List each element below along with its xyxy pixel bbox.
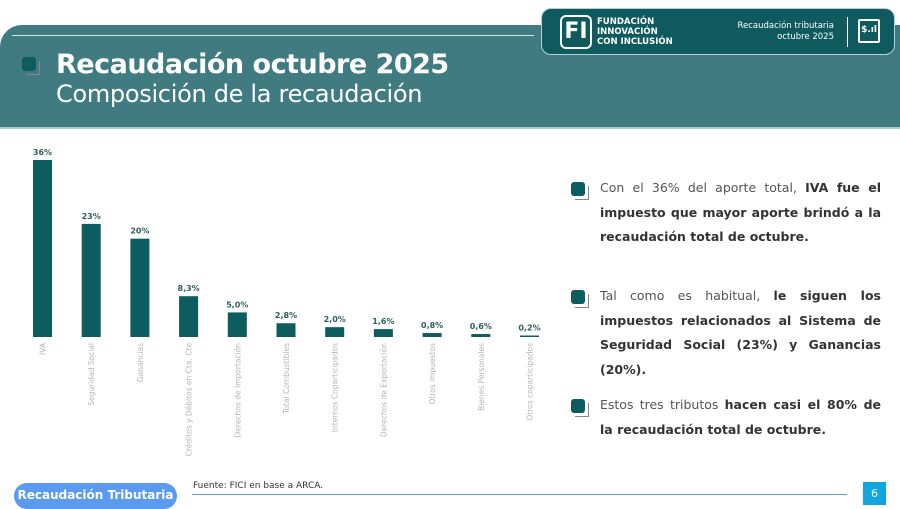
- square-bullet-icon: [571, 290, 589, 308]
- data-label: 0,8%: [421, 321, 443, 330]
- data-label: 8,3%: [178, 284, 200, 293]
- category-label: Derechos de Exportación: [379, 343, 388, 437]
- category-label: Bienes Personales: [477, 343, 486, 411]
- data-label: 0,6%: [470, 322, 492, 331]
- insight-text: Con el 36% del aporte total, IVA fue el …: [600, 176, 881, 250]
- org-line: CON INCLUSIÓN: [597, 37, 673, 47]
- page-title: Recaudación octubre 2025: [56, 49, 449, 80]
- insight-text: Estos tres tributos hacen casi el 80% de…: [600, 393, 881, 442]
- bar-3: [179, 296, 199, 337]
- category-label: Créditos y Débitos en Cta. Cte: [185, 343, 194, 457]
- page-number: 6: [863, 482, 886, 505]
- category-label: Derechos de Importación: [233, 343, 242, 438]
- data-label: 5,0%: [226, 300, 248, 309]
- footer-line: [192, 494, 847, 495]
- insight-segment: Con el 36% del aporte total,: [600, 180, 806, 195]
- category-label: Otros coparticipados: [526, 343, 535, 421]
- bar-6: [325, 327, 345, 337]
- insight-2: Tal como es habitual, le siguen los impu…: [571, 284, 881, 382]
- header-divider: [12, 35, 534, 36]
- report-line: Recaudación tributaria: [737, 21, 834, 31]
- bar-9: [471, 334, 491, 337]
- bar-5: [276, 323, 296, 337]
- insight-text: Tal como es habitual, le siguen los impu…: [600, 284, 881, 382]
- data-label: 2,0%: [324, 315, 346, 324]
- data-label: 2,8%: [275, 311, 297, 320]
- square-bullet-icon: [571, 399, 589, 417]
- org-line: FUNDACIÓN: [597, 17, 655, 27]
- insight-segment: Estos tres tributos: [600, 397, 725, 412]
- page-subtitle: Composición de la recaudación: [56, 80, 423, 108]
- category-label: Otros impuestos: [428, 343, 437, 405]
- bar-0: [33, 160, 52, 337]
- category-label: IVA: [39, 342, 48, 355]
- square-bullet-icon: [571, 182, 589, 200]
- insight-1: Con el 36% del aporte total, IVA fue el …: [571, 176, 881, 250]
- category-label: Internos Coparticipados: [331, 343, 340, 432]
- report-label: Recaudación tributaria octubre 2025: [737, 21, 834, 43]
- insight-segment: hacen casi el 80% de la recaudación tota…: [600, 397, 881, 437]
- insight-3: Estos tres tributos hacen casi el 80% de…: [571, 393, 881, 442]
- insight-segment: Tal como es habitual,: [600, 288, 774, 303]
- org-line: INNOVACIÓN: [597, 27, 658, 37]
- insight-segment: le siguen los impuestos relacionados al …: [600, 288, 881, 377]
- category-label: Ganancias: [136, 343, 145, 382]
- bar-4: [227, 312, 247, 337]
- data-label: 23%: [82, 212, 101, 221]
- data-label: 0,2%: [518, 324, 540, 333]
- fi-logo: FI: [560, 15, 592, 49]
- bar-7: [373, 329, 393, 337]
- category-label: Seguridad Social: [87, 343, 96, 406]
- square-bullet-icon: [22, 57, 40, 75]
- logo-separator: [847, 17, 848, 47]
- section-pill[interactable]: Recaudación Tributaria: [14, 483, 177, 509]
- logo-banner: FI FUNDACIÓN INNOVACIÓN CON INCLUSIÓN Re…: [541, 8, 895, 55]
- bar-1: [81, 223, 101, 337]
- presentation-chart-icon: $.ıl: [858, 19, 880, 43]
- category-label: Total Combustibles: [282, 343, 291, 415]
- insight-segment: IVA fue el impuesto que mayor aporte bri…: [600, 180, 882, 244]
- organization-name: FUNDACIÓN INNOVACIÓN CON INCLUSIÓN: [597, 17, 673, 47]
- bar-2: [130, 238, 150, 337]
- data-label: 20%: [130, 227, 149, 236]
- bar-chart: 36% IVA 23% Seguridad Social 20% Ganancias 8,3…: [33, 148, 541, 457]
- data-label: 1,6%: [372, 317, 394, 326]
- report-line: octubre 2025: [777, 32, 834, 42]
- data-label: 36%: [33, 148, 52, 157]
- bar-10: [520, 335, 539, 337]
- bar-8: [422, 333, 442, 337]
- source-note: Fuente: FICI en base a ARCA.: [193, 481, 324, 491]
